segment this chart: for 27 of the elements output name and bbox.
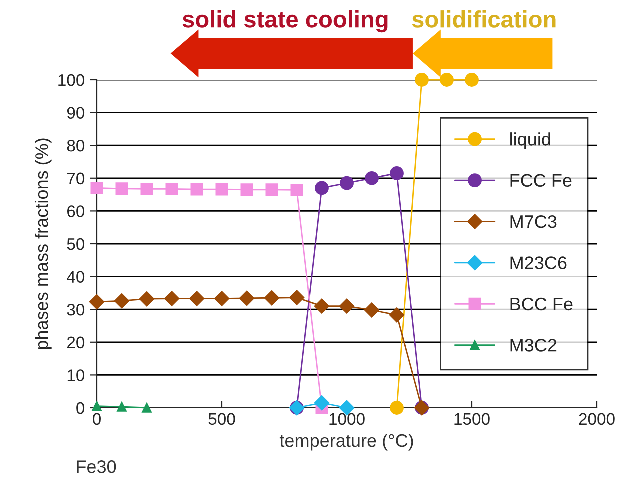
legend-label: FCC Fe bbox=[510, 174, 572, 188]
text: solid state cooling bbox=[182, 10, 388, 33]
y-tick-label: 100 bbox=[58, 74, 85, 86]
legend-label: BCC Fe bbox=[510, 298, 573, 311]
x-tick-label: 1000 bbox=[330, 413, 365, 426]
y-tick-label: 40 bbox=[67, 271, 85, 284]
x-tick-label: 0 bbox=[93, 413, 101, 426]
y-tick-label: 90 bbox=[67, 107, 85, 120]
y-tick-label: 10 bbox=[68, 370, 85, 382]
x-tick-label: 1500 bbox=[454, 413, 490, 426]
x-tick-label: 500 bbox=[208, 413, 236, 426]
legend-label: M3C2 bbox=[510, 339, 557, 352]
legend-label: liquid bbox=[510, 132, 550, 150]
y-tick-label: 80 bbox=[67, 140, 85, 152]
y-axis-title: phases mass fractions (%) bbox=[35, 138, 52, 350]
text: solidification bbox=[412, 10, 556, 28]
y-tick-label: 0 bbox=[76, 402, 85, 414]
x-axis-title: temperature (°C) bbox=[280, 434, 414, 451]
y-tick-label: 20 bbox=[67, 336, 85, 349]
y-tick-label: 50 bbox=[67, 238, 85, 250]
x-tick-label: 2000 bbox=[579, 413, 615, 426]
y-tick-label: 30 bbox=[67, 304, 85, 316]
legend-label: M7C3 bbox=[510, 215, 557, 228]
y-tick-label: 60 bbox=[68, 206, 85, 218]
legend-label: M23C6 bbox=[510, 256, 567, 270]
text: Fe30 bbox=[77, 460, 116, 474]
y-tick-label: 70 bbox=[68, 172, 85, 185]
